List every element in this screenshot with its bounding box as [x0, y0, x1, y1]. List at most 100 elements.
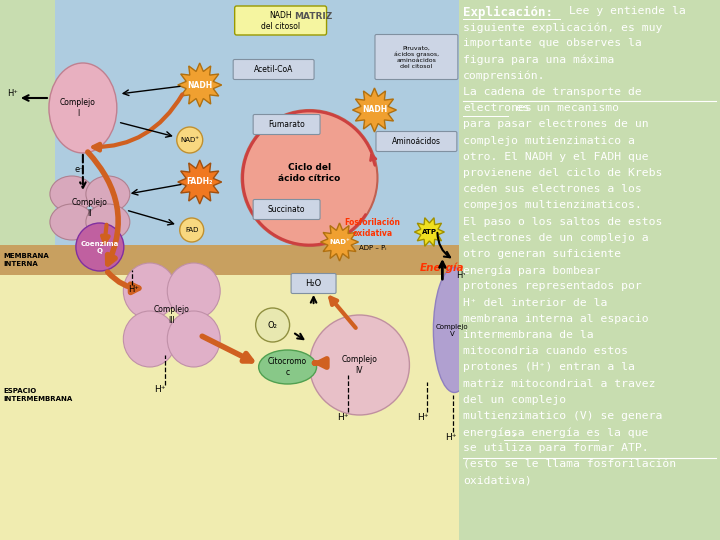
Polygon shape [353, 88, 397, 132]
Ellipse shape [167, 311, 220, 367]
Bar [0, 245, 459, 275]
Text: energía para bombear: energía para bombear [464, 265, 601, 276]
Ellipse shape [49, 63, 117, 153]
Ellipse shape [86, 176, 130, 212]
Polygon shape [178, 160, 222, 204]
Circle shape [176, 127, 203, 153]
Ellipse shape [123, 311, 176, 367]
Text: complejo mutienzimatico a: complejo mutienzimatico a [464, 136, 635, 146]
Polygon shape [415, 218, 444, 246]
Text: ESPACIO
INTERMEMBRANA: ESPACIO INTERMEMBRANA [3, 388, 72, 402]
Text: comprensión.: comprensión. [464, 71, 546, 82]
FancyBboxPatch shape [376, 132, 457, 152]
FancyBboxPatch shape [233, 59, 314, 79]
Text: membrana interna al espacio: membrana interna al espacio [464, 314, 649, 324]
Ellipse shape [167, 263, 220, 319]
Text: energía,: energía, [464, 427, 526, 438]
Text: otro generan suficiente: otro generan suficiente [464, 249, 621, 259]
Text: Explicación:: Explicación: [464, 6, 554, 19]
Text: El paso o los saltos de estos: El paso o los saltos de estos [464, 217, 662, 227]
Text: NADH: NADH [362, 105, 387, 114]
Text: Acetil-CoA: Acetil-CoA [254, 65, 293, 74]
Text: para pasar electrones de un: para pasar electrones de un [464, 119, 649, 130]
Text: protones (H⁺) entran a la: protones (H⁺) entran a la [464, 362, 635, 373]
Text: ceden sus electrones a los: ceden sus electrones a los [464, 184, 642, 194]
Circle shape [242, 110, 377, 246]
Polygon shape [55, 0, 459, 245]
Text: FAD: FAD [185, 227, 199, 233]
Text: Complejo
I: Complejo I [60, 98, 96, 118]
Text: Succinato: Succinato [268, 205, 305, 214]
Text: Citocromo
c: Citocromo c [268, 357, 307, 377]
Text: protones representados por: protones representados por [464, 281, 642, 292]
Text: figura para una máxima: figura para una máxima [464, 55, 615, 65]
Polygon shape [320, 223, 359, 261]
Text: Coenzima
Q: Coenzima Q [81, 240, 119, 253]
Circle shape [76, 223, 124, 271]
Text: Fosforilación
oxidativa: Fosforilación oxidativa [344, 218, 400, 238]
FancyBboxPatch shape [375, 35, 458, 79]
Text: electrones: electrones [464, 103, 532, 113]
Ellipse shape [50, 176, 94, 212]
Text: NADH
del citosol: NADH del citosol [261, 11, 300, 31]
Text: Energía: Energía [420, 263, 464, 273]
Bar [504, 440, 599, 442]
FancyBboxPatch shape [291, 273, 336, 294]
Text: intermembrana de la: intermembrana de la [464, 330, 594, 340]
Text: H⁺: H⁺ [417, 413, 428, 422]
Text: H⁺ del interior de la: H⁺ del interior de la [464, 298, 608, 308]
Text: FADH₂: FADH₂ [186, 178, 213, 186]
Text: H⁺: H⁺ [7, 89, 18, 98]
Text: Complejo
IV: Complejo IV [341, 355, 377, 375]
Text: Piruvato,
ácidos grasos,
aminoácidos
del citosol: Piruvato, ácidos grasos, aminoácidos del… [394, 45, 439, 69]
Text: NADH: NADH [187, 80, 212, 90]
Text: Complejo
V: Complejo V [436, 323, 469, 336]
Text: H⁺: H⁺ [456, 271, 467, 280]
Text: ADP – Pᵢ: ADP – Pᵢ [359, 245, 386, 251]
Circle shape [256, 308, 289, 342]
Text: MATRIZ: MATRIZ [294, 12, 333, 21]
Text: siguiente explicación, es muy: siguiente explicación, es muy [464, 22, 662, 33]
Text: H⁺: H⁺ [337, 413, 348, 422]
Text: Complejo
III: Complejo III [154, 305, 189, 325]
Text: H₂O: H₂O [305, 279, 322, 288]
Text: se utiliza para formar ATP.: se utiliza para formar ATP. [464, 443, 649, 454]
Text: NAD⁺: NAD⁺ [329, 239, 350, 245]
Text: importante que observes la: importante que observes la [464, 38, 642, 49]
Text: MEMBRANA
INTERNA: MEMBRANA INTERNA [3, 253, 49, 267]
Polygon shape [0, 275, 459, 540]
FancyBboxPatch shape [235, 6, 327, 35]
Polygon shape [178, 63, 222, 107]
Text: H⁺: H⁺ [446, 433, 457, 442]
Text: NAD⁺: NAD⁺ [180, 137, 199, 143]
Text: electrones de un complejo a: electrones de un complejo a [464, 233, 649, 243]
Ellipse shape [433, 267, 475, 393]
Text: Fumarato: Fumarato [269, 120, 305, 129]
Text: e⁻: e⁻ [75, 165, 84, 174]
Text: otro. El NADH y el FADH que: otro. El NADH y el FADH que [464, 152, 649, 162]
Ellipse shape [86, 204, 130, 240]
Text: del un complejo: del un complejo [464, 395, 567, 405]
Bar [464, 116, 508, 118]
Text: (esto se le llama fosforilación: (esto se le llama fosforilación [464, 460, 677, 470]
Ellipse shape [258, 350, 317, 384]
Text: Aminoácidos: Aminoácidos [392, 137, 441, 146]
Bar [464, 19, 561, 21]
Text: compejos multienzimaticos.: compejos multienzimaticos. [464, 200, 642, 211]
Circle shape [180, 218, 204, 242]
FancyBboxPatch shape [253, 114, 320, 134]
Text: oxidativa): oxidativa) [464, 476, 532, 486]
Text: Ciclo del
ácido cítrico: Ciclo del ácido cítrico [279, 163, 341, 183]
Text: O₂: O₂ [268, 321, 277, 329]
Text: H⁺: H⁺ [128, 285, 139, 294]
Text: ATP: ATP [422, 229, 437, 235]
Circle shape [310, 315, 410, 415]
Ellipse shape [50, 204, 94, 240]
Text: provienene del ciclo de Krebs: provienene del ciclo de Krebs [464, 168, 662, 178]
Text: Complejo
II: Complejo II [72, 198, 108, 218]
Text: La cadena de transporte de: La cadena de transporte de [464, 87, 642, 97]
Text: es un mecanismo: es un mecanismo [508, 103, 618, 113]
Text: esa energía es la que: esa energía es la que [504, 427, 649, 438]
Text: matriz mitocondrial a travez: matriz mitocondrial a travez [464, 379, 656, 389]
Ellipse shape [123, 263, 176, 319]
